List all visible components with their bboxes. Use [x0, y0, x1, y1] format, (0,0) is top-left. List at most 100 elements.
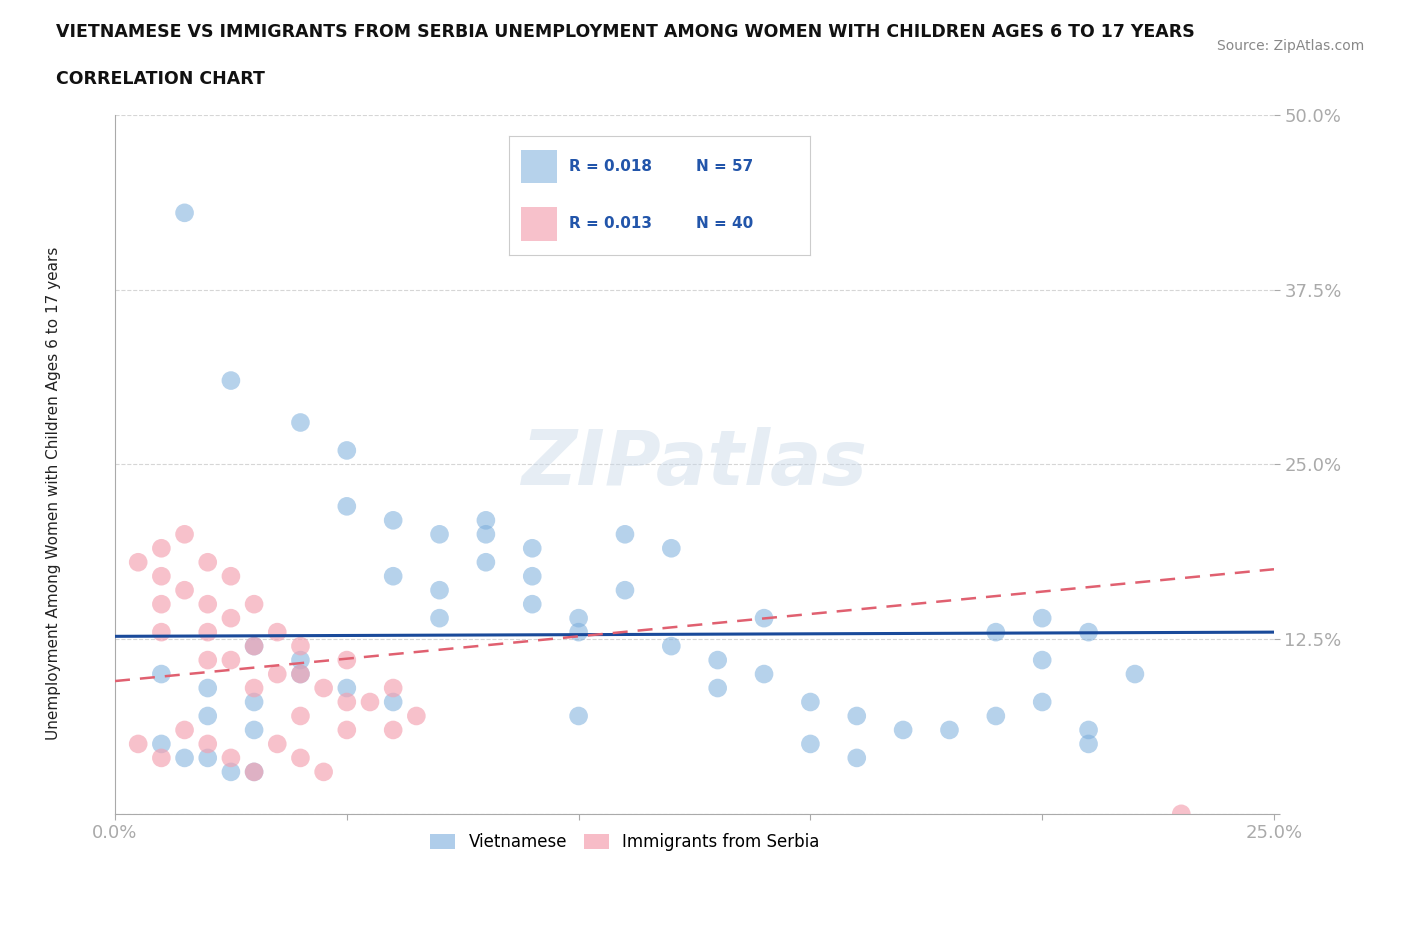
Point — [127, 555, 149, 570]
Point — [197, 625, 219, 640]
Point — [429, 611, 451, 626]
Point — [752, 667, 775, 682]
Point — [173, 723, 195, 737]
Point — [1077, 723, 1099, 737]
Point — [266, 667, 288, 682]
Point — [150, 751, 173, 765]
Point — [475, 512, 498, 527]
Point — [243, 597, 266, 612]
Point — [336, 681, 359, 696]
Text: CORRELATION CHART: CORRELATION CHART — [56, 70, 266, 87]
Point — [522, 597, 544, 612]
Point — [173, 206, 195, 220]
Point — [659, 541, 682, 556]
Point — [1031, 611, 1053, 626]
Point — [219, 653, 242, 668]
Point — [429, 527, 451, 542]
Point — [127, 737, 149, 751]
Point — [475, 555, 498, 570]
Point — [243, 764, 266, 779]
Point — [243, 764, 266, 779]
Point — [150, 667, 173, 682]
Point — [243, 723, 266, 737]
Point — [219, 373, 242, 388]
Point — [197, 751, 219, 765]
Point — [197, 737, 219, 751]
Point — [984, 709, 1007, 724]
Point — [197, 709, 219, 724]
Point — [845, 751, 868, 765]
Point — [614, 583, 637, 598]
Point — [336, 723, 359, 737]
Point — [522, 569, 544, 584]
Text: VIETNAMESE VS IMMIGRANTS FROM SERBIA UNEMPLOYMENT AMONG WOMEN WITH CHILDREN AGES: VIETNAMESE VS IMMIGRANTS FROM SERBIA UNE… — [56, 23, 1195, 41]
Point — [706, 681, 728, 696]
Point — [382, 512, 405, 527]
Legend: Vietnamese, Immigrants from Serbia: Vietnamese, Immigrants from Serbia — [423, 827, 827, 857]
Point — [336, 498, 359, 513]
Point — [382, 695, 405, 710]
Point — [938, 723, 960, 737]
Point — [173, 583, 195, 598]
Point — [150, 625, 173, 640]
Point — [197, 681, 219, 696]
Point — [522, 541, 544, 556]
Point — [290, 653, 312, 668]
Point — [243, 695, 266, 710]
Point — [382, 681, 405, 696]
Point — [219, 751, 242, 765]
Point — [568, 625, 591, 640]
Point — [568, 611, 591, 626]
Text: ZIPatlas: ZIPatlas — [522, 428, 868, 501]
Point — [197, 653, 219, 668]
Point — [173, 751, 195, 765]
Point — [984, 625, 1007, 640]
Point — [266, 737, 288, 751]
Point — [799, 737, 821, 751]
Point — [1077, 625, 1099, 640]
Text: Source: ZipAtlas.com: Source: ZipAtlas.com — [1216, 39, 1364, 53]
Point — [290, 667, 312, 682]
Point — [243, 639, 266, 654]
Point — [197, 597, 219, 612]
Point — [382, 723, 405, 737]
Point — [290, 415, 312, 430]
Point — [405, 709, 427, 724]
Point — [312, 764, 335, 779]
Point — [706, 653, 728, 668]
Point — [1123, 667, 1146, 682]
Point — [312, 681, 335, 696]
Point — [614, 527, 637, 542]
Point — [799, 695, 821, 710]
Point — [197, 555, 219, 570]
Point — [243, 681, 266, 696]
Point — [173, 527, 195, 542]
Point — [1031, 695, 1053, 710]
Point — [891, 723, 914, 737]
Point — [219, 611, 242, 626]
Point — [359, 695, 381, 710]
Point — [243, 639, 266, 654]
Point — [150, 597, 173, 612]
Text: Unemployment Among Women with Children Ages 6 to 17 years: Unemployment Among Women with Children A… — [46, 246, 60, 739]
Point — [219, 764, 242, 779]
Point — [1077, 737, 1099, 751]
Point — [336, 443, 359, 458]
Point — [752, 611, 775, 626]
Point — [150, 541, 173, 556]
Point — [290, 709, 312, 724]
Point — [429, 583, 451, 598]
Point — [568, 709, 591, 724]
Point — [475, 527, 498, 542]
Point — [1170, 806, 1192, 821]
Point — [150, 569, 173, 584]
Point — [290, 751, 312, 765]
Point — [219, 569, 242, 584]
Point — [382, 569, 405, 584]
Point — [659, 639, 682, 654]
Point — [336, 653, 359, 668]
Point — [290, 639, 312, 654]
Point — [1031, 653, 1053, 668]
Point — [150, 737, 173, 751]
Point — [845, 709, 868, 724]
